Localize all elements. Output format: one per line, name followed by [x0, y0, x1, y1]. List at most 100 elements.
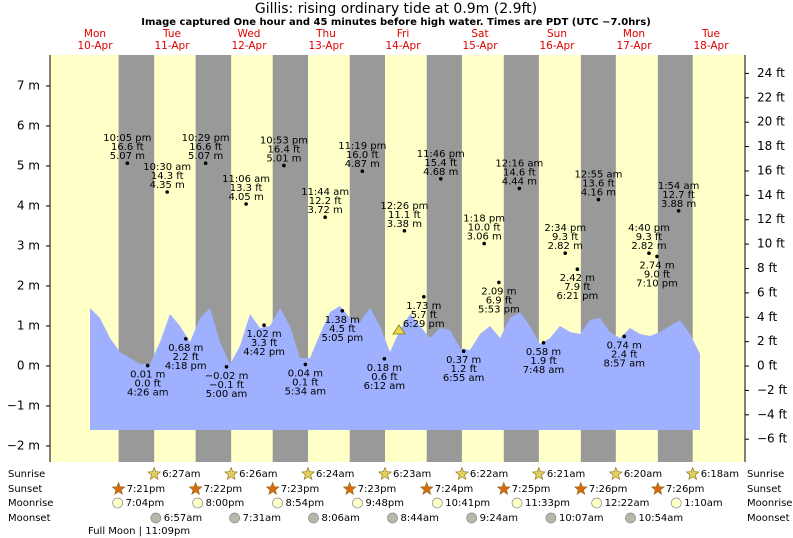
tide-extreme-dot [360, 169, 365, 173]
sun-icon [111, 481, 126, 495]
tide-extreme-dot [340, 309, 345, 313]
day-date: 16-Apr [539, 40, 575, 52]
y2-tick-label: −4 ft [757, 407, 788, 421]
tide-label: 16.0 ft [346, 150, 379, 161]
tide-label: 0.18 m [367, 363, 402, 374]
sun-icon [496, 481, 511, 495]
tide-extreme-dot [517, 186, 522, 191]
tide-label: 3.38 m [387, 219, 422, 230]
tide-label: 2.09 m [481, 286, 516, 297]
tide-label: 5:53 pm [478, 304, 520, 315]
row-label: Moonrise [8, 498, 53, 509]
tide-extreme-dot [461, 349, 466, 354]
moon-icon [272, 497, 283, 509]
moonrise-time: 1:10am [684, 498, 722, 509]
row-label: Sunrise [747, 469, 784, 480]
tide-extreme-dot [323, 215, 327, 219]
sun-icon [419, 481, 434, 495]
moon-icon [670, 497, 682, 509]
tide-label: 13.6 ft [582, 179, 615, 190]
tide-label: 13.3 ft [230, 183, 263, 194]
moon-icon [431, 497, 443, 509]
y2-tick-label: 4 ft [757, 310, 777, 324]
y2-tick-label: 8 ft [757, 261, 777, 275]
tide-label: 7:10 pm [636, 278, 678, 289]
tide-label: 0.6 ft [371, 372, 397, 383]
chart-title: Gillis: rising ordinary tide at 0.9m (2.… [255, 1, 537, 17]
moon-icon [545, 512, 557, 524]
tide-extreme-dot [622, 334, 627, 339]
tide-label: 3.06 m [467, 232, 502, 243]
y-tick-label: 5 m [17, 159, 40, 173]
tide-label: 6:12 am [364, 381, 406, 392]
sunrise-time: 6:23am [393, 469, 431, 480]
sunrise-time: 6:26am [239, 469, 277, 480]
tide-label: 2.82 m [631, 241, 666, 252]
moonset-time: 8:44am [401, 513, 439, 524]
tide-label: 2:34 pm [544, 223, 586, 234]
row-label: Sunset [8, 484, 42, 495]
y-tick-label: 7 m [17, 79, 40, 93]
tide-label: 1.2 ft [451, 364, 477, 375]
tide-label: 2.82 m [548, 241, 583, 252]
tide-label: 4:40 pm [628, 223, 670, 234]
sun-icon [573, 481, 588, 495]
tide-extreme-dot [145, 363, 150, 368]
moon-icon [466, 512, 478, 524]
tide-extreme-dot [402, 229, 407, 233]
tide-label: 4:42 pm [243, 347, 285, 358]
sunrise-time: 6:27am [162, 469, 200, 480]
sun-icon [301, 466, 315, 480]
tide-extreme-dot [482, 241, 486, 246]
tide-label: 4:26 am [127, 388, 169, 399]
sun-icon [188, 481, 203, 495]
tide-label: 5.07 m [110, 151, 145, 162]
day-weekday: Tue [701, 28, 720, 40]
sunset-time: 7:23pm [358, 484, 397, 495]
tide-label: 12.7 ft [662, 190, 695, 201]
tide-extreme-dot [244, 202, 248, 206]
chart-subtitle: Image captured One hour and 45 minutes b… [141, 17, 651, 28]
y-tick-label: 2 m [17, 279, 40, 293]
y2-tick-label: 14 ft [757, 188, 785, 202]
tide-label: 11.1 ft [388, 210, 421, 221]
sunset-time: 7:21pm [127, 484, 166, 495]
tide-label: −0.1 ft [209, 380, 244, 391]
moonset-time: 10:54am [638, 513, 683, 524]
moonrise-time: 10:41pm [445, 498, 490, 509]
tide-extreme-dot [422, 295, 426, 299]
moonset-time: 8:06am [321, 513, 359, 524]
moon-phase: Full Moon | 11:09pm [88, 526, 190, 537]
tide-extreme-dot [125, 161, 130, 165]
tide-label: 4.16 m [581, 188, 616, 199]
sunrise-time: 6:18am [701, 469, 739, 480]
moonrise-time: 8:00pm [206, 498, 245, 509]
moon-icon [625, 512, 636, 524]
day-date: 11-Apr [154, 40, 190, 52]
day-weekday: Mon [623, 28, 645, 40]
tide-label: 12:16 am [495, 158, 543, 169]
tide-label: 14.6 ft [503, 167, 536, 178]
tide-label: 11:46 pm [417, 149, 465, 160]
tide-extreme-dot [203, 161, 208, 165]
sun-icon [650, 481, 665, 495]
tide-label: 1.02 m [246, 329, 281, 340]
tide-label: 16.6 ft [111, 142, 144, 153]
tide-label: 4.35 m [150, 180, 185, 191]
y-tick-label: −2 m [7, 439, 40, 453]
day-weekday: Sun [547, 28, 567, 40]
moon-icon [192, 497, 204, 509]
tide-label: 12:55 am [575, 170, 623, 181]
tide-label: 12:26 pm [380, 201, 428, 212]
tide-extreme-dot [382, 357, 387, 361]
row-label: Moonset [8, 513, 51, 524]
moon-icon [387, 512, 398, 524]
tide-label: 7:48 am [523, 365, 565, 376]
tide-label: 11:44 am [301, 187, 349, 198]
sunset-time: 7:23pm [281, 484, 320, 495]
tide-label: −0.02 m [205, 371, 249, 382]
moonrise-time: 8:54pm [286, 498, 325, 509]
day-date: 12-Apr [231, 40, 267, 52]
